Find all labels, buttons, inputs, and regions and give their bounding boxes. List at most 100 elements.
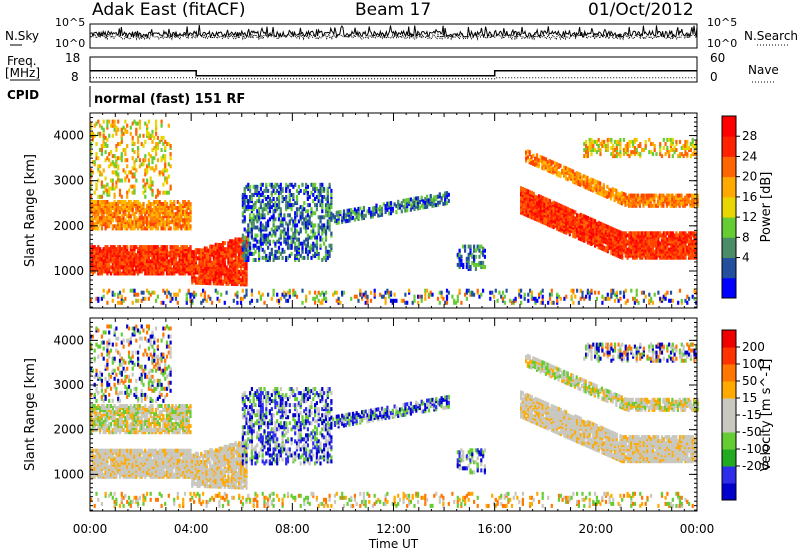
power-panel-cell bbox=[138, 208, 141, 213]
power-panel-cell bbox=[601, 294, 604, 299]
power-panel-cell bbox=[183, 255, 187, 260]
power-panel-cell bbox=[140, 162, 143, 167]
power-panel-cell bbox=[129, 208, 132, 213]
power-panel-cell bbox=[286, 241, 290, 246]
power-panel-cell bbox=[146, 263, 149, 268]
power-panel-cell bbox=[109, 162, 113, 167]
power-panel-cell bbox=[118, 271, 122, 276]
power-panel-cell bbox=[90, 180, 93, 185]
power-panel-cell bbox=[102, 119, 105, 124]
power-panel-cell bbox=[535, 153, 539, 158]
power-panel-cell bbox=[147, 255, 150, 260]
power-panel-cell bbox=[270, 227, 273, 232]
power-panel-cell bbox=[118, 192, 122, 197]
power-panel-cell bbox=[314, 251, 317, 256]
power-panel-cell bbox=[225, 269, 228, 274]
power-panel-cell bbox=[95, 200, 98, 204]
power-panel-cell bbox=[380, 294, 384, 299]
power-panel-cell bbox=[144, 253, 147, 258]
power-panel-cell bbox=[115, 208, 118, 213]
power-panel-cell bbox=[303, 225, 306, 230]
power-panel-cell bbox=[285, 195, 288, 199]
power-panel-cell bbox=[137, 269, 140, 274]
power-panel-cell bbox=[310, 221, 313, 226]
power-panel-cell bbox=[433, 197, 436, 202]
power-panel-cell bbox=[420, 298, 423, 303]
power-panel-cell bbox=[115, 184, 118, 189]
power-panel-cell bbox=[189, 208, 192, 213]
power-panel-cell bbox=[187, 220, 190, 225]
power-panel-cell bbox=[290, 217, 293, 222]
power-panel-cell bbox=[147, 119, 150, 124]
power-panel-cell bbox=[234, 241, 237, 246]
power-panel-cell bbox=[305, 294, 308, 299]
freq-line bbox=[90, 70, 697, 77]
power-panel-cell bbox=[653, 292, 656, 297]
power-panel-cell bbox=[97, 206, 100, 210]
power-panel-cell bbox=[267, 223, 270, 228]
power-panel-cell bbox=[151, 188, 154, 193]
power-panel-cell bbox=[126, 202, 129, 206]
power-panel-cell bbox=[660, 296, 664, 301]
power-panel-cell bbox=[294, 215, 297, 220]
power-panel-cell bbox=[167, 123, 170, 128]
power-panel-cell bbox=[185, 263, 188, 268]
power-panel-cell bbox=[124, 271, 127, 276]
power-panel-cell bbox=[113, 257, 116, 262]
power-panel-cell bbox=[133, 212, 136, 217]
power-panel-cell bbox=[194, 262, 197, 267]
power-panel-cell bbox=[583, 228, 586, 233]
power-panel-cell bbox=[169, 208, 172, 213]
power-panel-cell bbox=[142, 255, 145, 260]
power-panel-cell bbox=[183, 210, 187, 215]
power-panel-cell bbox=[285, 255, 288, 260]
power-panel-cell bbox=[568, 228, 571, 233]
power-panel-cell bbox=[435, 195, 438, 199]
power-panel-cell bbox=[274, 241, 277, 246]
power-panel-cell bbox=[108, 216, 111, 221]
power-panel-cell bbox=[155, 226, 158, 231]
power-panel-cell bbox=[624, 300, 627, 305]
power-panel-cell bbox=[131, 300, 134, 305]
power-panel-cell bbox=[315, 235, 318, 240]
power-panel-cell bbox=[373, 206, 376, 210]
power-panel-cell bbox=[151, 129, 154, 134]
power-panel-cell bbox=[221, 245, 225, 250]
power-panel-cell bbox=[230, 263, 234, 268]
power-panel-cell bbox=[203, 248, 206, 253]
power-panel-cell bbox=[165, 249, 169, 254]
power-panel-cell bbox=[523, 210, 526, 215]
power-panel-cell bbox=[137, 263, 140, 268]
power-panel-cell bbox=[90, 125, 93, 130]
power-panel-cell bbox=[279, 296, 282, 301]
power-panel-cell bbox=[386, 207, 389, 212]
power-panel-cell bbox=[126, 220, 129, 225]
power-panel-cell bbox=[624, 288, 627, 293]
power-panel-cell bbox=[626, 233, 629, 238]
power-panel-cell bbox=[319, 203, 322, 208]
power-panel-cell bbox=[90, 226, 93, 231]
power-panel-cell bbox=[127, 263, 131, 268]
power-panel-cell bbox=[308, 215, 311, 220]
power-panel-cell bbox=[187, 212, 190, 217]
power-panel-cell bbox=[142, 245, 145, 250]
power-panel-cell bbox=[156, 249, 159, 254]
power-panel-cell bbox=[131, 269, 134, 274]
power-panel-cell bbox=[277, 195, 281, 199]
power-panel-cell bbox=[574, 232, 577, 237]
power-panel-cell bbox=[288, 245, 291, 250]
power-panel-cell bbox=[97, 226, 100, 231]
power-panel-cell bbox=[292, 292, 295, 297]
power-panel-cell bbox=[250, 197, 253, 201]
power-panel-cell bbox=[548, 205, 552, 210]
power-panel-cell bbox=[140, 290, 143, 295]
power-panel-cell bbox=[465, 265, 468, 269]
power-panel-cell bbox=[581, 290, 584, 295]
power-panel-cell bbox=[113, 269, 116, 274]
power-panel-cell bbox=[520, 186, 523, 191]
power-panel-cell bbox=[162, 142, 165, 146]
power-panel-cell bbox=[183, 220, 187, 225]
power-panel-cell bbox=[566, 209, 570, 214]
power-panel-cell bbox=[120, 158, 123, 163]
power-panel-cell bbox=[118, 142, 122, 146]
